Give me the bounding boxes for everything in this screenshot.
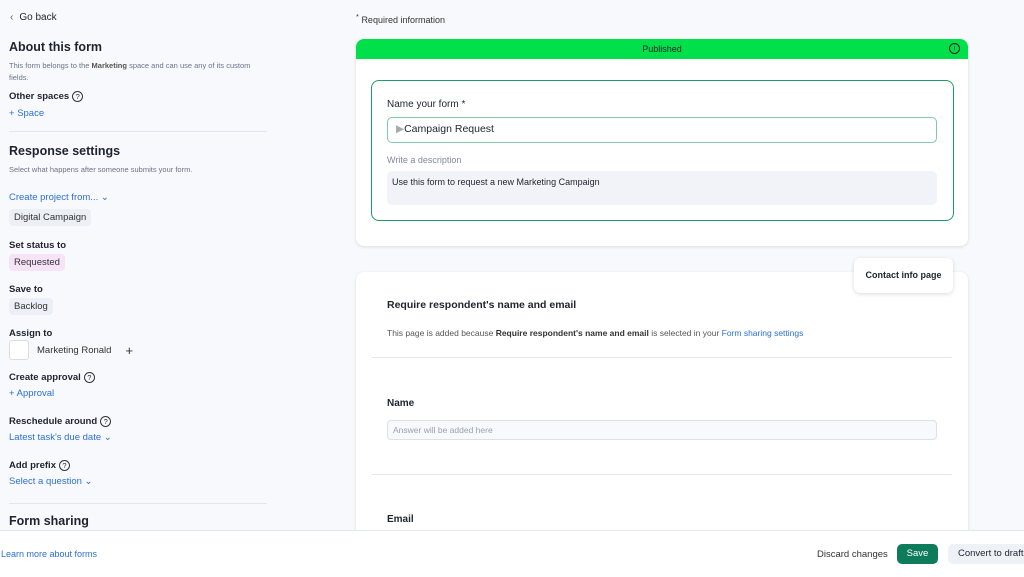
help-icon[interactable]: ?	[83, 372, 95, 383]
about-desc: This form belongs to the Marketing space…	[9, 61, 251, 82]
contact-info-card: Require respondent's name and email This…	[356, 272, 968, 542]
form-header-card: Published i Name your form * ▶Campaign R…	[356, 39, 968, 246]
response-title: Response settings	[9, 144, 121, 158]
discard-changes-button[interactable]: Discard changes	[817, 549, 888, 560]
chevron-down-icon: ⌄	[103, 432, 112, 443]
help-icon[interactable]: ?	[72, 91, 84, 102]
help-icon[interactable]: ?	[58, 460, 70, 471]
form-sharing-title: Form sharing	[9, 514, 89, 528]
assign-to-label: Assign to	[9, 328, 53, 339]
learn-more-link[interactable]: Learn more about forms	[1, 549, 98, 559]
create-project-dropdown[interactable]: Create project from... ⌄	[9, 192, 109, 203]
require-desc: This page is added because Require respo…	[387, 328, 804, 338]
form-name-section: Name your form * ▶Campaign Request Write…	[371, 80, 954, 221]
published-banner: Published i	[356, 39, 968, 59]
info-icon[interactable]: i	[949, 43, 960, 54]
save-to-chip[interactable]: Backlog	[9, 298, 53, 315]
assignee[interactable]: Marketing Ronald +	[9, 340, 133, 360]
divider	[9, 503, 267, 504]
template-chip[interactable]: Digital Campaign	[9, 209, 92, 226]
save-to-label: Save to	[9, 284, 43, 295]
avatar	[9, 340, 29, 360]
divider	[372, 357, 952, 358]
save-button[interactable]: Save	[897, 544, 938, 564]
sidebar: ‹ Go back About this form This form belon…	[0, 0, 280, 530]
divider	[9, 131, 267, 132]
chevron-down-icon: ⌄	[84, 476, 93, 487]
chevron-down-icon: ⌄	[100, 192, 109, 203]
prefix-dropdown[interactable]: Select a question ⌄	[9, 476, 93, 487]
description-input[interactable]: Use this form to request a new Marketing…	[387, 171, 937, 205]
name-field-label: Name	[387, 398, 415, 409]
response-desc: Select what happens after someone submit…	[9, 165, 193, 174]
add-prefix-label: Add prefix?	[9, 460, 70, 471]
set-status-label: Set status to	[9, 240, 67, 251]
status-chip[interactable]: Requested	[9, 254, 65, 271]
reschedule-label: Reschedule around?	[9, 416, 112, 427]
megaphone-icon: ▶	[396, 123, 405, 135]
require-title: Require respondent's name and email	[387, 299, 577, 311]
form-name-input[interactable]: ▶Campaign Request	[387, 117, 937, 143]
create-approval-label: Create approval?	[9, 372, 95, 383]
required-info: * Required information	[356, 12, 445, 25]
about-title: About this form	[9, 40, 103, 54]
other-spaces-label: Other spaces?	[9, 91, 84, 102]
footer: Learn more about forms Discard changes S…	[0, 530, 1024, 577]
add-approval-button[interactable]: + Approval	[9, 388, 55, 399]
add-assignee-icon[interactable]: +	[125, 342, 134, 358]
name-answer-input[interactable]: Answer will be added here	[387, 420, 937, 440]
email-field-label: Email	[387, 514, 414, 525]
go-back-button[interactable]: ‹ Go back	[10, 12, 57, 23]
chevron-left-icon: ‹	[10, 12, 14, 23]
convert-to-draft-button[interactable]: Convert to draft	[948, 544, 1024, 564]
tab-contact-info-page[interactable]: Contact info page	[854, 258, 953, 293]
desc-label: Write a description	[387, 155, 462, 165]
name-label: Name your form *	[387, 99, 466, 110]
add-space-button[interactable]: + Space	[9, 108, 45, 119]
reschedule-dropdown[interactable]: Latest task's due date ⌄	[9, 432, 112, 443]
form-sharing-settings-link[interactable]: Form sharing settings	[721, 328, 804, 338]
divider	[372, 474, 952, 475]
help-icon[interactable]: ?	[100, 416, 112, 427]
